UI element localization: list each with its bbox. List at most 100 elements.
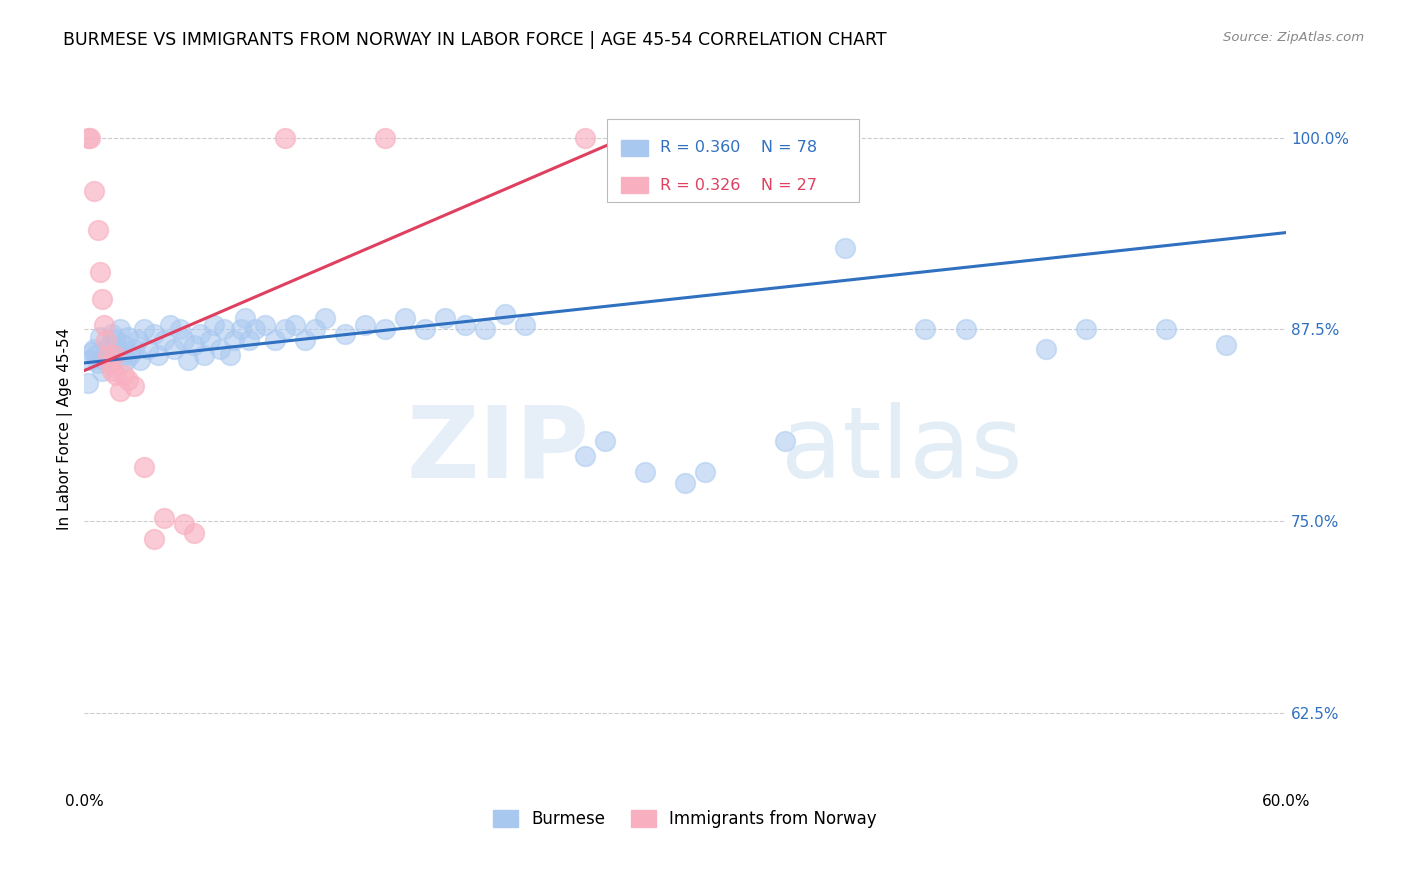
Point (374, 322, 396, 336)
Point (263, 333, 285, 347)
Point (243, 322, 266, 336)
Point (173, 516, 195, 531)
Point (79, 130, 101, 145)
Point (634, 465, 657, 479)
Text: Source: ZipAtlas.com: Source: ZipAtlas.com (1223, 31, 1364, 45)
Point (574, 130, 596, 145)
Point (77, 130, 100, 145)
Point (593, 434, 616, 449)
Point (273, 322, 295, 336)
Point (233, 311, 256, 326)
Point (169, 322, 191, 336)
Point (183, 337, 205, 351)
Point (153, 511, 176, 525)
Point (219, 348, 242, 362)
Bar (621, 140, 648, 156)
Text: R = 0.326    N = 27: R = 0.326 N = 27 (659, 178, 817, 193)
Point (83, 184, 105, 198)
Point (413, 322, 436, 336)
Point (84, 348, 107, 362)
Point (143, 533, 166, 547)
Point (775, 434, 797, 449)
Point (93, 318, 115, 332)
Text: R = 0.360    N = 78: R = 0.360 N = 78 (659, 140, 817, 155)
Point (173, 333, 195, 347)
Point (124, 379, 146, 393)
Point (89, 265, 111, 279)
Point (105, 368, 128, 383)
Point (103, 348, 125, 362)
Text: atlas: atlas (782, 402, 1024, 499)
Point (304, 322, 326, 336)
Point (314, 311, 336, 326)
Point (454, 318, 477, 332)
Point (513, 318, 536, 332)
Point (98, 337, 121, 351)
Point (294, 333, 316, 347)
Point (1215, 337, 1237, 351)
Point (394, 311, 416, 326)
Point (96, 342, 118, 356)
Point (1154, 322, 1177, 336)
Text: BURMESE VS IMMIGRANTS FROM NORWAY IN LABOR FORCE | AGE 45-54 CORRELATION CHART: BURMESE VS IMMIGRANTS FROM NORWAY IN LAB… (63, 31, 887, 49)
Text: ZIP: ZIP (406, 402, 589, 499)
Point (101, 326, 124, 341)
Y-axis label: In Labor Force | Age 45-54: In Labor Force | Age 45-54 (58, 327, 73, 530)
Point (112, 337, 135, 351)
Point (134, 322, 156, 336)
Point (494, 307, 516, 321)
Point (333, 326, 356, 341)
Point (695, 465, 717, 479)
Point (1035, 342, 1057, 356)
Point (124, 342, 146, 356)
Point (120, 348, 142, 362)
Point (91, 292, 114, 306)
Point (129, 352, 152, 367)
Point (101, 363, 124, 377)
Bar (621, 178, 648, 194)
Point (574, 450, 596, 464)
Point (96, 333, 118, 347)
Point (93, 352, 115, 367)
Point (1074, 322, 1097, 336)
Point (112, 368, 135, 383)
Point (253, 318, 276, 332)
Point (474, 322, 496, 336)
Point (273, 130, 295, 145)
Point (673, 475, 696, 490)
Point (190, 326, 212, 341)
Point (229, 322, 252, 336)
Point (834, 241, 856, 255)
Point (163, 342, 186, 356)
Point (224, 333, 246, 347)
Point (83, 342, 105, 356)
Point (82, 345, 104, 359)
Point (111, 348, 134, 362)
Point (143, 326, 166, 341)
Point (159, 318, 181, 332)
Point (87, 222, 110, 236)
Point (97, 348, 120, 362)
Point (115, 352, 138, 367)
Point (110, 384, 132, 398)
Point (200, 333, 222, 347)
Point (127, 333, 149, 347)
Legend: Burmese, Immigrants from Norway: Burmese, Immigrants from Norway (486, 804, 883, 835)
Point (89, 330, 111, 344)
Point (374, 130, 396, 145)
Point (148, 348, 170, 362)
Point (214, 322, 236, 336)
Point (138, 342, 160, 356)
Point (98, 358, 121, 372)
Point (353, 318, 375, 332)
Point (284, 318, 307, 332)
Point (79, 352, 101, 367)
Point (173, 828, 195, 842)
Point (97, 348, 120, 362)
Point (183, 526, 205, 541)
Point (107, 342, 129, 356)
Point (77, 376, 100, 390)
Point (110, 322, 132, 336)
Point (193, 348, 215, 362)
FancyBboxPatch shape (607, 119, 859, 202)
